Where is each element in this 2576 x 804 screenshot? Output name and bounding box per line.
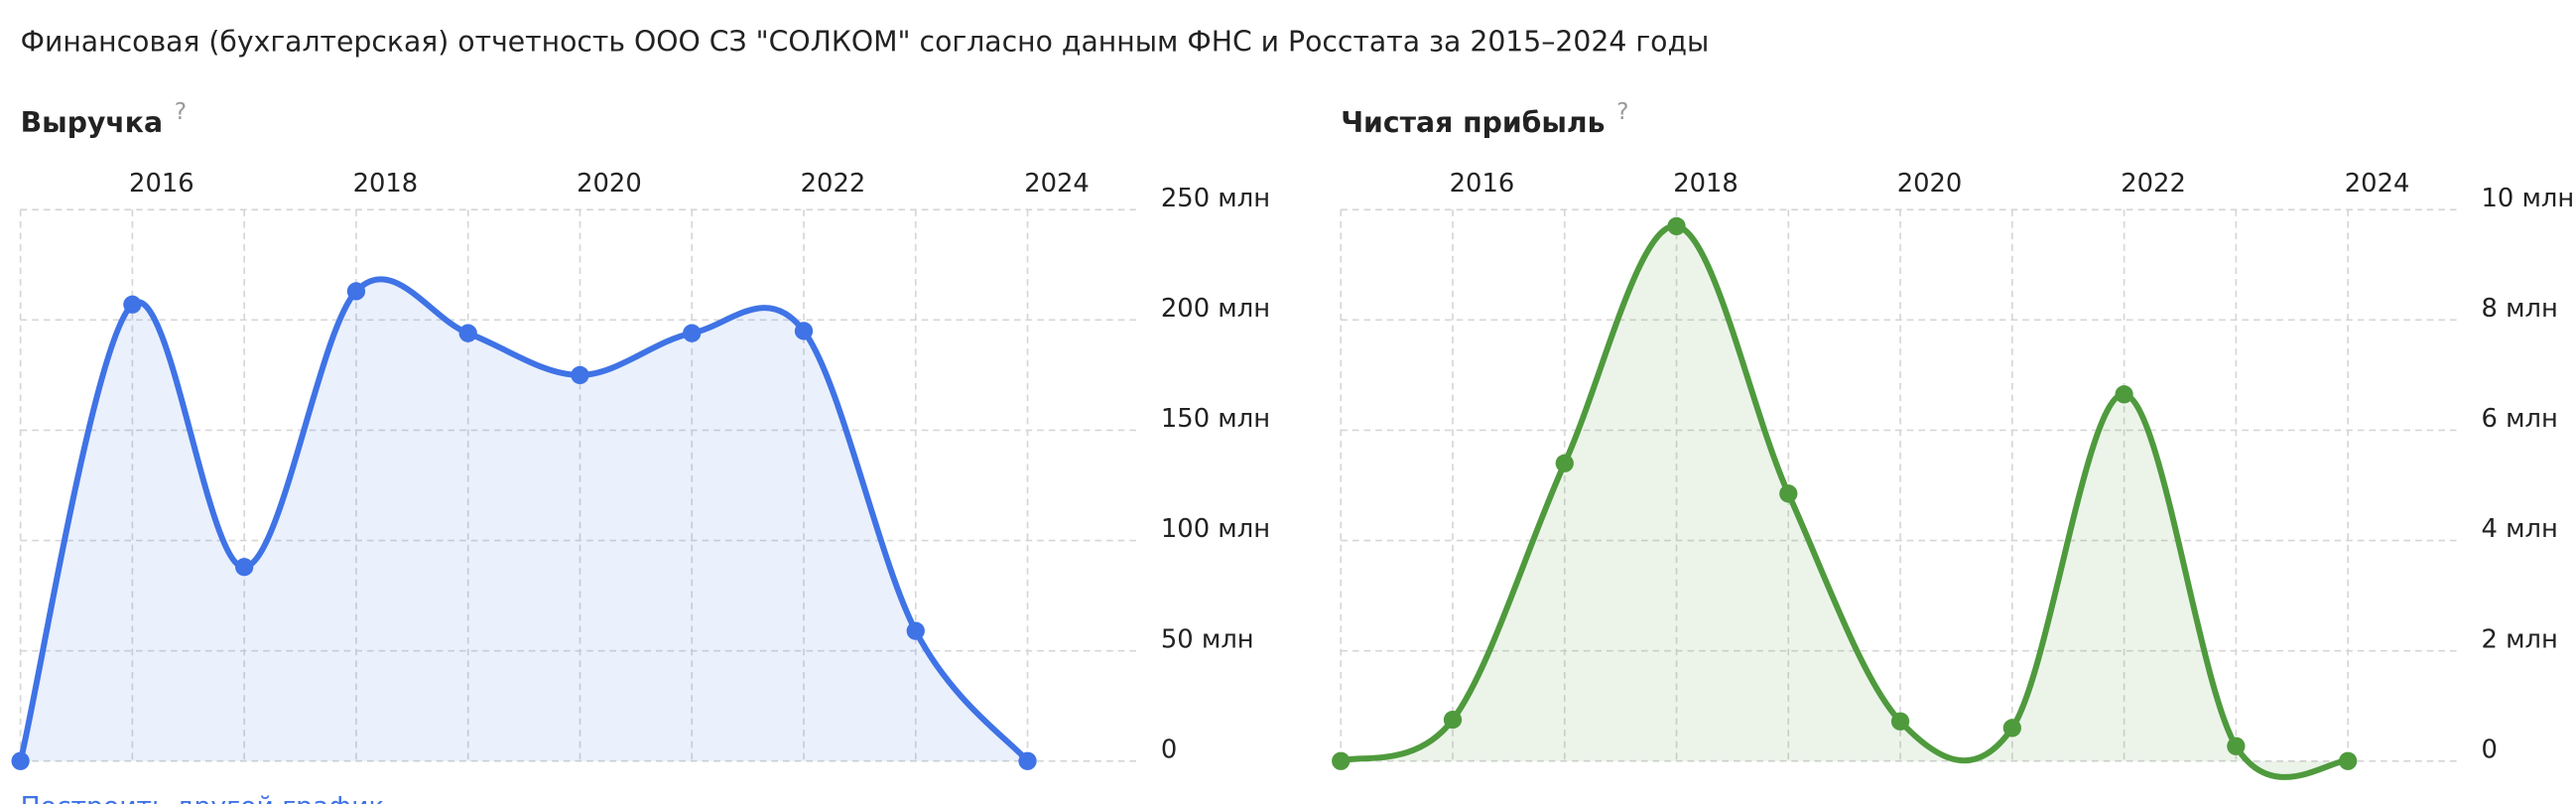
point	[1779, 484, 1798, 503]
point	[1332, 751, 1351, 770]
point	[1443, 710, 1463, 730]
point	[458, 324, 477, 342]
point	[123, 295, 142, 314]
y-tick-label: 250 млн	[1161, 184, 1270, 213]
point	[1890, 712, 1910, 731]
y-tick-label: 8 млн	[2482, 294, 2558, 324]
x-tick-label: 2016	[129, 169, 194, 199]
point	[794, 322, 814, 340]
point	[235, 558, 254, 577]
x-tick-label: 2018	[353, 169, 419, 199]
help-icon[interactable]: ?	[175, 98, 187, 125]
x-tick-label: 2018	[1673, 169, 1739, 199]
area	[1341, 225, 2349, 777]
point	[11, 751, 30, 770]
point	[571, 365, 589, 385]
point	[1667, 216, 1686, 236]
y-tick-label: 100 млн	[1161, 514, 1270, 544]
y-tick-label: 0	[1161, 735, 1177, 764]
x-tick-label: 2020	[1897, 169, 1963, 199]
point	[2227, 737, 2246, 755]
point	[906, 621, 925, 640]
x-tick-label: 2024	[1024, 169, 1090, 199]
x-tick-label: 2020	[577, 169, 642, 199]
chart-title: Чистая прибыль	[1341, 106, 1605, 139]
help-icon[interactable]: ?	[1616, 98, 1628, 125]
y-tick-label: 0	[2482, 735, 2498, 764]
point	[683, 324, 702, 342]
point	[346, 282, 366, 301]
x-tick-label: 2022	[2121, 169, 2186, 199]
y-tick-label: 2 млн	[2482, 624, 2558, 654]
x-tick-label: 2022	[801, 169, 866, 199]
x-tick-label: 2016	[1450, 169, 1515, 199]
point	[2002, 719, 2021, 737]
chart: Выручка ? 2016 2018 2020 2022 2024 0 50 млн 100 м…	[11, 98, 1270, 770]
x-tick-label: 2024	[2345, 169, 2410, 199]
y-tick-label: 150 млн	[1161, 404, 1270, 434]
y-tick-label: 6 млн	[2482, 404, 2558, 434]
y-tick-label: 4 млн	[2482, 514, 2558, 544]
point	[2338, 751, 2358, 770]
other-chart-link[interactable]: Построить другой график	[21, 792, 385, 804]
area	[20, 279, 1028, 761]
y-tick-label: 50 млн	[1161, 624, 1254, 654]
point	[1555, 454, 1574, 472]
chart: Чистая прибыль ? 2016 2018 2020 2022 2024 0 2 мл…	[1332, 98, 2575, 780]
chart-title: Выручка	[21, 106, 163, 139]
y-tick-label: 10 млн	[2482, 184, 2575, 213]
page-title: Финансовая (бухгалтерская) отчетность ОО…	[21, 26, 1710, 59]
y-tick-label: 200 млн	[1161, 294, 1270, 324]
line	[1340, 222, 2349, 780]
point	[2115, 385, 2133, 404]
point	[1018, 751, 1037, 770]
